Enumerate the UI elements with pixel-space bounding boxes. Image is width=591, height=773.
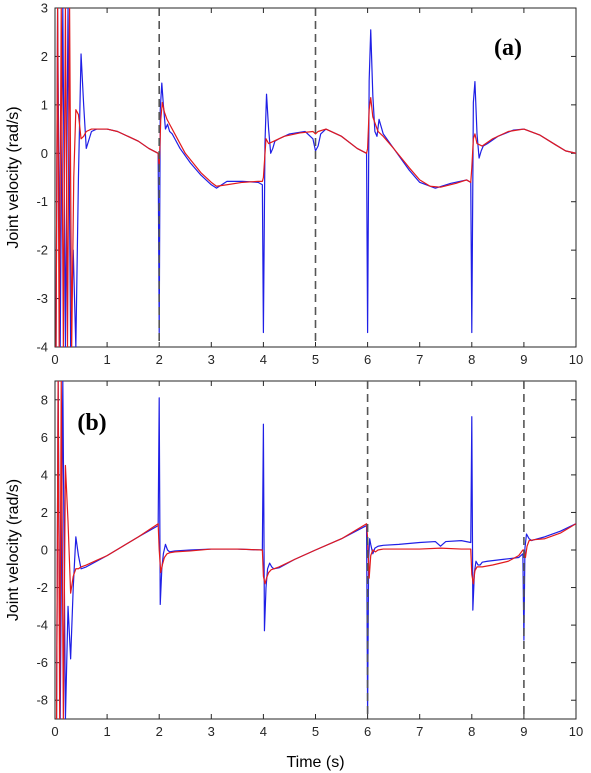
chart-panel-a: 0 1 2 3 4 5 6 7 8 9 10 -4 -3 -2 -1 0 1 2 3 Joint velocity (… [5,1,583,368]
y-tick-label: -6 [36,655,48,670]
x-tick-label: 3 [208,352,215,367]
x-tick-label: 0 [51,724,58,739]
y-tick-label: 1 [41,97,48,112]
x-tick-label: 0 [51,352,58,367]
x-tick-label: 7 [416,724,423,739]
x-tick-label: 8 [468,352,475,367]
plot-lines [55,381,576,719]
y-tick-label: 3 [41,1,48,16]
plot-lines [55,8,576,347]
series-line-red [55,8,576,347]
y-tick-label: 2 [41,49,48,64]
x-tick-label: 8 [468,724,475,739]
x-tick-label: 7 [416,352,423,367]
x-tick-label: 6 [364,724,371,739]
x-tick-label: 10 [569,352,583,367]
x-tick-label: 9 [520,352,527,367]
x-axis-label: Time (s) [286,754,344,771]
x-tick-label: 6 [364,352,371,367]
y-tick-label: -2 [36,243,48,258]
x-tick-label: 4 [260,352,267,367]
x-tick-label: 4 [260,724,267,739]
x-tick-label: 5 [312,352,319,367]
y-tick-label: 8 [41,392,48,407]
y-tick-label: -1 [36,194,48,209]
y-axis-label: Joint velocity (rad/s) [5,479,22,621]
x-tick-label: 1 [103,352,110,367]
x-tick-label: 2 [156,352,163,367]
x-tick-label: 2 [156,724,163,739]
y-tick-label: -4 [36,340,48,355]
x-tick-label: 3 [208,724,215,739]
y-axis-label: Joint velocity (rad/s) [5,106,22,248]
y-tick-label: -2 [36,580,48,595]
y-tick-label: -4 [36,618,48,633]
y-tick-label: 0 [41,543,48,558]
chart-panel-b: 0 1 2 3 4 5 6 7 8 9 10 -8 -6 -4 -2 0 2 4 6 8 Joint velocity … [5,380,583,771]
y-tick-label: 0 [41,146,48,161]
panel-label: (a) [494,35,522,61]
y-tick-label: 6 [41,430,48,445]
x-tick-label: 5 [312,724,319,739]
x-tick-label: 10 [569,724,583,739]
series-line-red [55,381,576,719]
y-tick-label: -8 [36,693,48,708]
x-tick-label: 9 [520,724,527,739]
panel-label: (b) [77,410,106,436]
y-tick-label: -3 [36,291,48,306]
y-tick-label: 2 [41,505,48,520]
x-tick-label: 1 [103,724,110,739]
y-tick-label: 4 [41,467,48,482]
